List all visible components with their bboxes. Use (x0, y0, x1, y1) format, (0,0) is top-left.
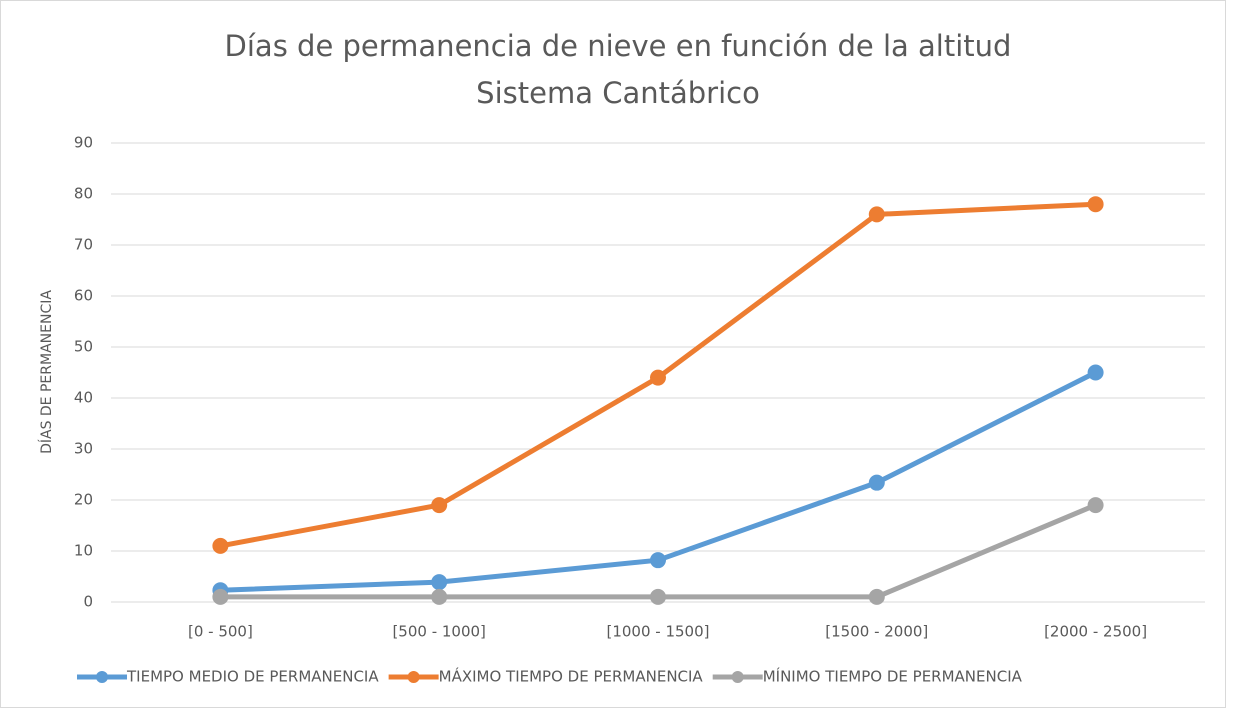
y-tick-label: 80 (74, 185, 93, 203)
x-tick-label: [0 - 500] (188, 623, 253, 641)
data-point (212, 588, 229, 605)
x-tick-label: [500 - 1000] (392, 623, 485, 641)
legend-marker (96, 671, 108, 683)
chart-title: Sistema Cantábrico (476, 76, 760, 110)
y-tick-label: 0 (83, 593, 93, 611)
y-tick-label: 50 (74, 338, 93, 356)
data-point (431, 588, 448, 605)
y-tick-label: 40 (74, 389, 93, 407)
legend-marker (407, 671, 420, 683)
legend-label: TIEMPO MEDIO DE PERMANENCIA (126, 668, 379, 686)
data-point (1087, 364, 1104, 381)
y-tick-label: 70 (74, 236, 93, 254)
data-point (868, 474, 885, 491)
data-point (650, 588, 666, 605)
legend-label: MÍNIMO TIEMPO DE PERMANENCIA (763, 667, 1023, 686)
y-tick-label: 20 (74, 491, 93, 509)
data-point (650, 369, 666, 386)
data-point (650, 552, 666, 569)
y-tick-label: 30 (74, 440, 93, 458)
data-point (431, 497, 448, 514)
data-point (868, 588, 885, 605)
legend-marker (731, 671, 744, 683)
y-axis-label: DÍAS DE PERMANENCIA (38, 290, 55, 454)
y-tick-label: 10 (74, 542, 93, 560)
y-tick-label: 90 (74, 134, 93, 152)
y-tick-label: 60 (74, 287, 93, 305)
data-point (868, 206, 885, 223)
data-point (212, 537, 229, 554)
x-tick-label: [2000 - 2500] (1044, 623, 1147, 641)
data-point (1087, 196, 1104, 213)
x-tick-label: [1500 - 2000] (825, 623, 928, 641)
data-point (431, 574, 448, 591)
chart-title: Días de permanencia de nieve en función … (225, 29, 1012, 63)
x-tick-label: [1000 - 1500] (606, 623, 709, 641)
legend-label: MÁXIMO TIEMPO DE PERMANENCIA (439, 667, 704, 686)
data-point (1087, 497, 1104, 514)
